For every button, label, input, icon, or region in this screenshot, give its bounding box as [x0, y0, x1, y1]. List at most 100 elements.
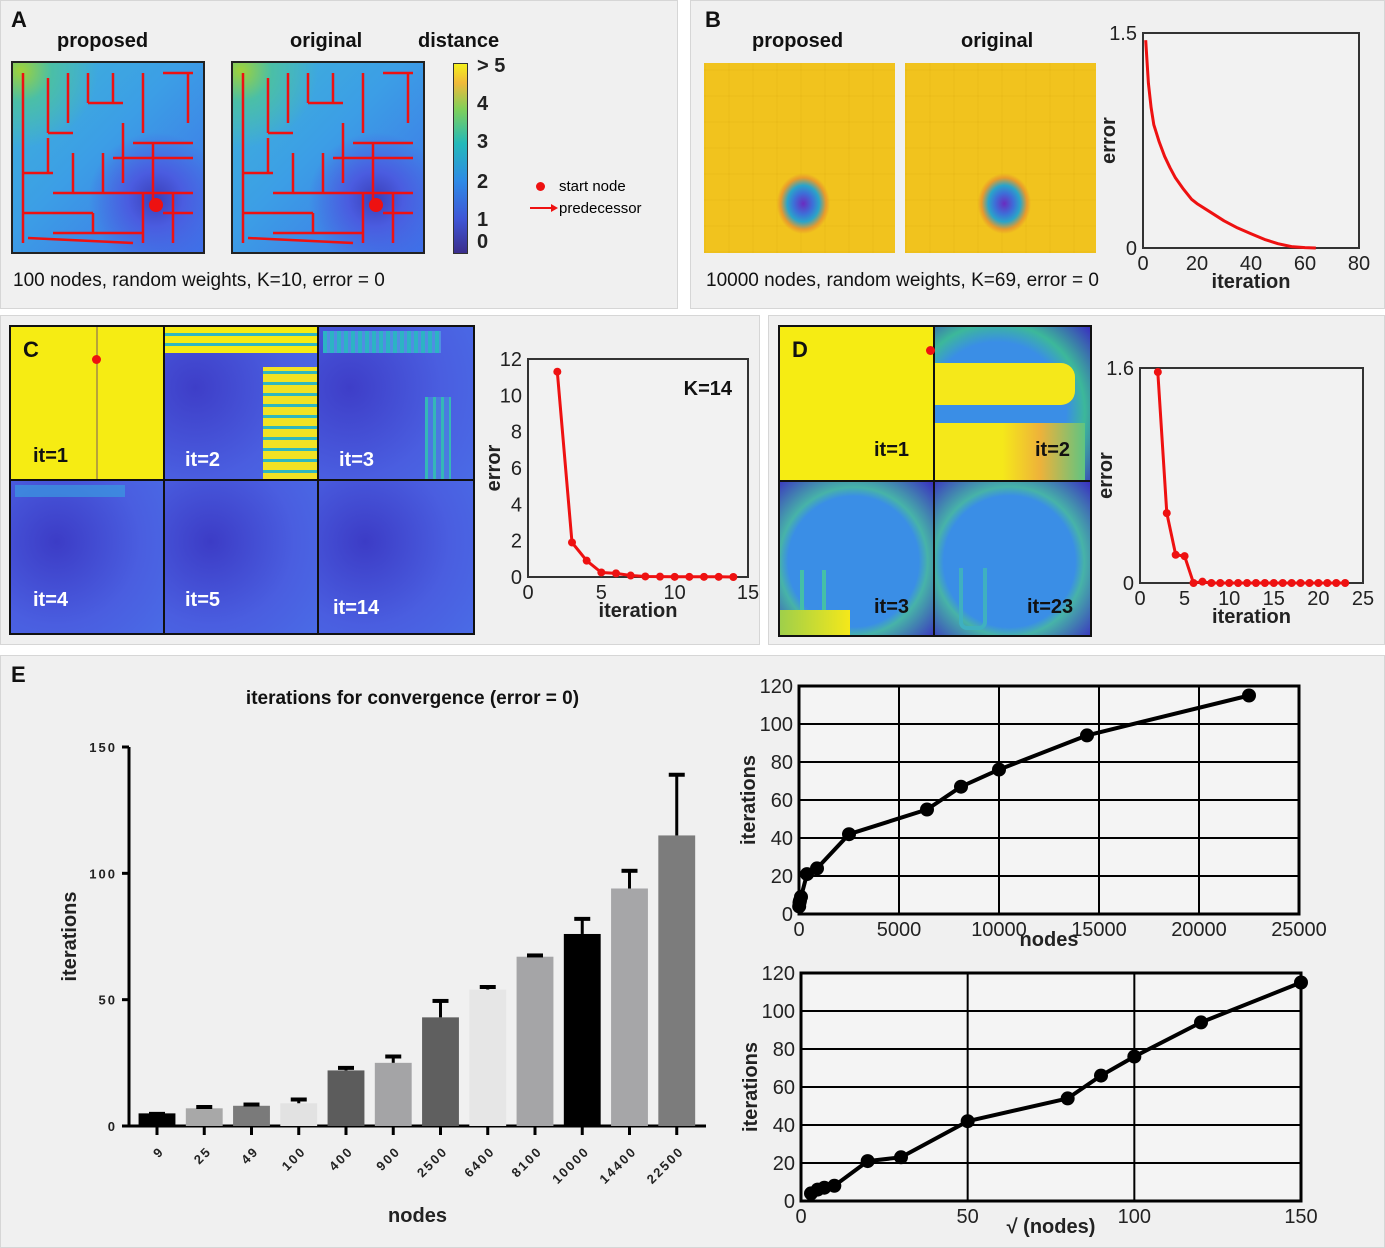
data-point: [1260, 579, 1269, 587]
iterations-vs-sqrt-nodes-chart: 0 50 100 150 0 20 40 60 80 100 120 √ (nodes) iterati…: [740, 963, 1318, 1238]
data-point: [794, 889, 808, 904]
title-distance: distance: [418, 30, 500, 52]
start-node-marker-icon: [926, 346, 935, 355]
tile-it-1: C it=1: [9, 325, 165, 481]
x-tick-label: 400: [326, 1144, 356, 1174]
x-tick-label: 80: [1348, 253, 1370, 275]
error-chart-c: 0 5 10 15 0 2 4 6 8 10 12 iteration error K=14: [483, 349, 759, 622]
tile-label: it=4: [33, 589, 69, 611]
x-axis-label: iteration: [599, 600, 678, 622]
panel-label: B: [705, 7, 721, 32]
x-tick-label: 40: [1240, 253, 1262, 275]
bar: [233, 1105, 270, 1126]
tile-label: it=14: [333, 597, 380, 619]
wavefront-band: [15, 485, 125, 497]
wavefront-band: [323, 331, 441, 353]
x-tick-label: 20: [1307, 588, 1329, 610]
colorbar-tick: > 5: [477, 55, 506, 77]
data-point: [582, 556, 591, 565]
proposed-distance-map: [704, 63, 895, 253]
data-point: [954, 779, 968, 794]
bar: [611, 888, 648, 1126]
panel-e: E iterations for convergence (error = 0)…: [0, 655, 1385, 1248]
plot-area: [1139, 367, 1364, 584]
x-axis-label: iteration: [1212, 271, 1291, 293]
data-point: [810, 861, 824, 876]
y-tick-label: 4: [511, 494, 522, 516]
data-point: [656, 572, 664, 581]
x-tick-label: 60: [1294, 253, 1316, 275]
start-node-marker: [369, 198, 383, 212]
x-tick-label: 9: [150, 1144, 167, 1161]
bar: [374, 1062, 412, 1126]
tile-label: it=3: [874, 596, 910, 618]
x-tick-label: 14400: [596, 1144, 639, 1187]
bar: [422, 1017, 459, 1126]
x-tick-label: 100: [279, 1144, 309, 1174]
bar: [280, 1103, 318, 1126]
original-distance-map: [905, 63, 1096, 253]
x-tick-label: 10000: [971, 919, 1027, 941]
y-axis-label: iterations: [59, 891, 81, 981]
bar: [138, 1113, 176, 1126]
x-tick-label: 15: [1263, 588, 1285, 610]
predecessor-edge: [27, 236, 134, 245]
data-point: [1194, 1015, 1208, 1030]
bar: [658, 835, 696, 1126]
caption: 10000 nodes, random weights, K=69, error…: [706, 270, 1099, 291]
colorbar-tick: 3: [477, 131, 489, 153]
y-tick-label: 20: [771, 866, 793, 888]
x-tick-label: 10: [664, 582, 686, 604]
legend-start-node: start node: [559, 178, 626, 195]
y-axis-label: error: [1095, 452, 1117, 499]
title-original: original: [961, 30, 1034, 52]
data-point: [992, 762, 1006, 777]
y-tick-label: 40: [771, 828, 793, 850]
data-point: [1296, 579, 1305, 587]
data-point: [568, 538, 576, 547]
data-point: [1127, 1049, 1142, 1064]
data-point: [641, 572, 650, 581]
x-tick-label: 0: [1137, 253, 1148, 275]
data-point: [1153, 368, 1162, 377]
bar: [469, 989, 507, 1126]
data-point: [1189, 579, 1198, 587]
data-point: [729, 573, 738, 581]
tile-label: it=1: [874, 439, 910, 461]
data-point: [626, 571, 635, 580]
letter-shape: [959, 568, 987, 630]
data-point: [827, 1178, 842, 1193]
y-tick-label: 12: [500, 349, 522, 371]
x-tick-label: 6400: [461, 1144, 498, 1181]
data-point: [1207, 579, 1216, 587]
panel-label: C: [23, 337, 39, 362]
data-point: [1323, 579, 1332, 587]
y-tick-label: 8: [511, 422, 522, 444]
y-tick-label: 120: [760, 676, 793, 698]
x-tick-label: 0: [795, 1206, 806, 1228]
x-tick-label: 49: [238, 1144, 262, 1168]
bar: [185, 1108, 223, 1126]
data-point: [1171, 550, 1180, 559]
y-tick-label: 120: [762, 963, 795, 985]
data-point: [842, 827, 856, 842]
x-tick-label: 0: [522, 582, 533, 604]
data-point: [1287, 579, 1296, 587]
data-point: [553, 367, 562, 376]
y-tick-label: 150: [89, 740, 117, 755]
data-point: [700, 572, 708, 581]
tile-label: it=2: [185, 449, 221, 471]
tile-label: it=1: [33, 445, 69, 467]
x-tick-label: 5: [596, 582, 607, 604]
x-tick-label: 20000: [1171, 919, 1227, 941]
x-axis-label: iteration: [1212, 606, 1291, 628]
series-line: [1156, 371, 1346, 585]
tile-it-5: it=5: [163, 479, 319, 635]
iteration-grid: D it=1 it=2 it=3 it=23: [778, 325, 1092, 637]
x-axis-label: nodes: [1020, 929, 1079, 951]
x-tick-label: 15000: [1071, 919, 1127, 941]
predecessor-tree: [241, 71, 413, 245]
tile-label: it=3: [339, 449, 375, 471]
predecessor-arrow-icon: [530, 204, 558, 212]
x-tick-label: 20: [1186, 253, 1208, 275]
